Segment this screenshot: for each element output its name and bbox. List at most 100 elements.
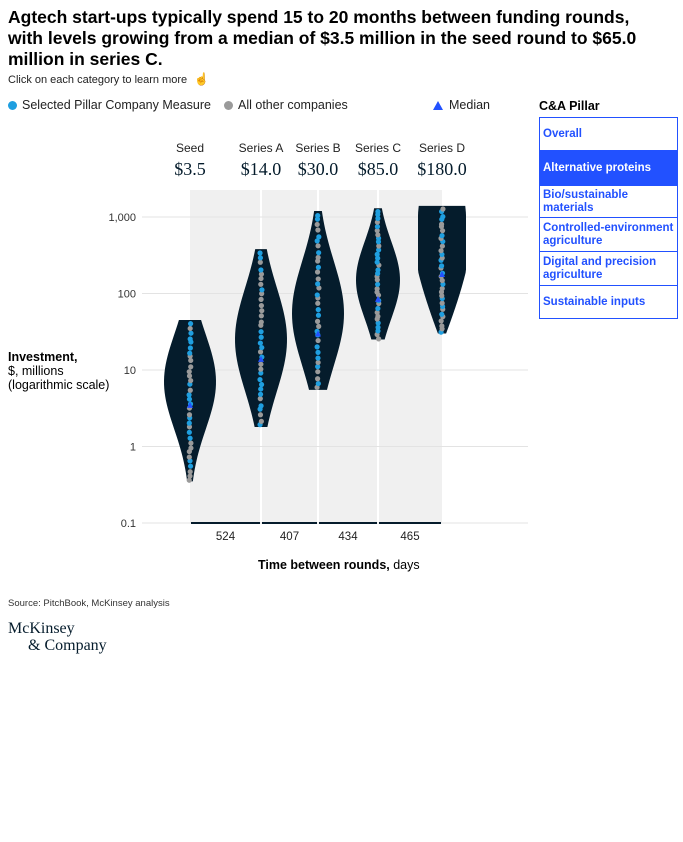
selected-company-dot: [376, 247, 382, 253]
other-company-dot: [257, 349, 264, 355]
pillar-item-digital-precision-agriculture[interactable]: Digital and precision agriculture: [540, 252, 677, 286]
y-tick-label: 10: [124, 365, 136, 377]
selected-company-dot: [259, 287, 265, 293]
other-company-dot: [315, 376, 321, 382]
pillar-item-controlled-environment-agriculture[interactable]: Controlled-environment agriculture: [540, 218, 677, 252]
other-company-dot: [376, 243, 382, 249]
other-company-dot: [374, 286, 380, 292]
legend-others: All other companies: [224, 98, 348, 112]
selected-company-dot: [375, 305, 381, 312]
other-company-dot: [187, 473, 193, 479]
pillar-item-alternative-proteins[interactable]: Alternative proteins: [540, 151, 677, 186]
other-company-dot: [374, 227, 380, 234]
other-company-dot: [187, 325, 193, 332]
selected-company-dot: [315, 281, 321, 287]
selected-company-dot: [258, 370, 264, 376]
y-tick-label: 100: [118, 289, 136, 301]
selected-company-dot: [257, 250, 263, 256]
other-company-dot: [187, 387, 193, 393]
selected-company-dot: [258, 329, 264, 335]
selected-company-dot: [315, 212, 321, 219]
legend-median: Median: [433, 98, 490, 112]
median-value-label: $85.0: [358, 159, 399, 179]
other-company-dot: [258, 313, 264, 319]
other-company-dot: [440, 206, 446, 212]
other-company-dot: [439, 285, 445, 292]
other-company-dot: [186, 369, 192, 375]
other-company-dot: [315, 276, 321, 282]
violin-chart: 1,000 100 10 1 0.1 524 407 434 465 Seed $3.5 Series…: [108, 141, 528, 543]
other-company-dot: [439, 228, 446, 234]
selected-company-dot: [257, 376, 263, 383]
pillar-item-bio-sustainable-materials[interactable]: Bio/sustainable materials: [540, 186, 677, 218]
selected-company-dot: [315, 349, 321, 355]
time-between-label: 524: [216, 531, 236, 543]
other-company-dot: [186, 424, 193, 430]
other-company-dot: [316, 323, 322, 329]
selected-company-dot: [187, 345, 193, 351]
mckinsey-logo: McKinsey & Company: [8, 620, 107, 654]
selected-company-dot: [186, 396, 193, 402]
other-company-dot: [259, 291, 265, 297]
selected-company-dot: [187, 463, 194, 469]
other-company-dot: [315, 300, 321, 306]
other-company-dot: [375, 232, 381, 238]
selected-company-dot: [258, 334, 264, 340]
selected-company-dot: [315, 264, 322, 270]
other-company-dot: [258, 281, 264, 287]
other-company-dot: [259, 308, 265, 314]
others-dot-icon: [224, 100, 233, 110]
selected-company-dot: [187, 336, 193, 342]
other-company-dot: [314, 269, 321, 275]
other-company-dot: [375, 313, 381, 319]
legend-median-label: Median: [449, 98, 490, 112]
category-label: Seed: [176, 141, 204, 155]
other-company-dot: [188, 364, 194, 370]
selected-company-dot: [187, 350, 193, 356]
selected-company-dot: [374, 224, 381, 230]
other-company-dot: [258, 275, 264, 282]
other-company-dot: [314, 221, 320, 228]
selected-company-dot: [440, 214, 446, 220]
other-company-dot: [315, 337, 321, 344]
hint-text: Click on each category to learn more: [8, 74, 188, 86]
selected-company-dot: [315, 355, 321, 361]
source-note: Source: PitchBook, McKinsey analysis: [8, 598, 170, 609]
median-marker: [187, 401, 193, 408]
other-company-dot: [315, 359, 321, 366]
selected-company-dot: [315, 380, 321, 387]
selected-company-dot: [258, 381, 265, 388]
other-company-dot: [258, 366, 264, 372]
selected-company-dot: [186, 420, 192, 426]
other-company-dot: [257, 259, 263, 265]
median-marker: [315, 330, 321, 337]
other-company-dot: [315, 254, 321, 261]
other-company-dot: [258, 361, 264, 367]
selected-company-dot: [314, 238, 320, 244]
other-company-dot: [187, 469, 193, 475]
other-company-dot: [376, 336, 382, 342]
selected-company-dot: [315, 312, 322, 318]
other-company-dot: [186, 412, 193, 418]
other-company-dot: [315, 227, 321, 233]
legend-selected: Selected Pillar Company Measure: [8, 98, 211, 112]
other-company-dot: [439, 300, 445, 306]
selected-company-dot: [187, 435, 193, 441]
other-company-dot: [186, 477, 192, 483]
selected-company-dot: [186, 429, 192, 435]
time-between-label: 407: [280, 531, 299, 543]
selected-company-dot: [314, 292, 320, 298]
selected-company-dot: [257, 340, 263, 346]
other-company-dot: [188, 377, 194, 384]
other-company-dot: [438, 318, 444, 324]
selected-company-dot: [314, 344, 320, 350]
pillar-item-overall[interactable]: Overall: [540, 118, 677, 151]
selected-company-dot: [315, 364, 321, 370]
other-company-dot: [439, 293, 445, 299]
selected-company-dot: [257, 391, 264, 397]
other-company-dot: [315, 369, 321, 375]
median-marker: [439, 270, 445, 277]
y-tick-label: 1,000: [108, 212, 136, 224]
selected-company-dot: [439, 311, 445, 317]
pillar-item-sustainable-inputs[interactable]: Sustainable inputs: [543, 295, 646, 308]
